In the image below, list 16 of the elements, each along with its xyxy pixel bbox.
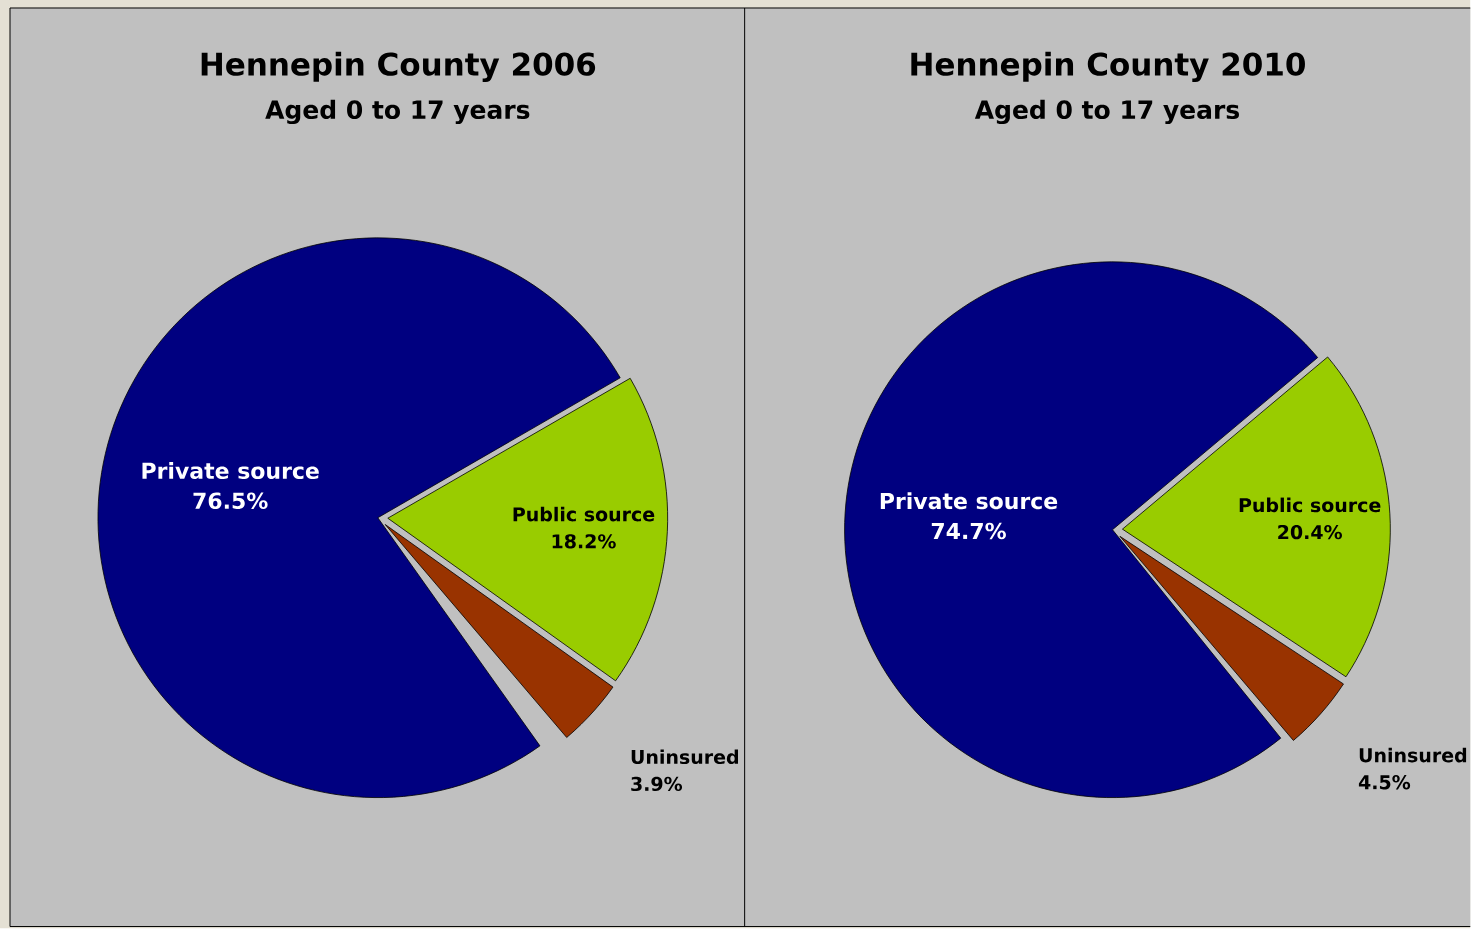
slice-label: Public source [513,507,655,522]
data-label: 3.9% [631,776,683,792]
chart-title: Hennepin County 2006 [201,52,596,83]
slice-label: Private source [880,492,1058,510]
chart-title: Hennepin County 2010 [911,52,1305,83]
chart-subtitle: Aged 0 to 17 years [974,99,1239,125]
data-label: 20.4% [1278,525,1342,540]
slice-label: Public source [1239,497,1381,513]
chart-subtitle: Aged 0 to 17 years [265,99,530,125]
slice-label: Uninsured [1359,747,1467,763]
data-label: 76.5% [193,492,268,510]
slice-label: Uninsured [631,749,739,765]
data-label: 18.2% [552,534,616,549]
slice-label: Private source [142,462,319,480]
data-label: 4.5% [1358,775,1411,790]
data-label: 74.7% [931,522,1006,540]
